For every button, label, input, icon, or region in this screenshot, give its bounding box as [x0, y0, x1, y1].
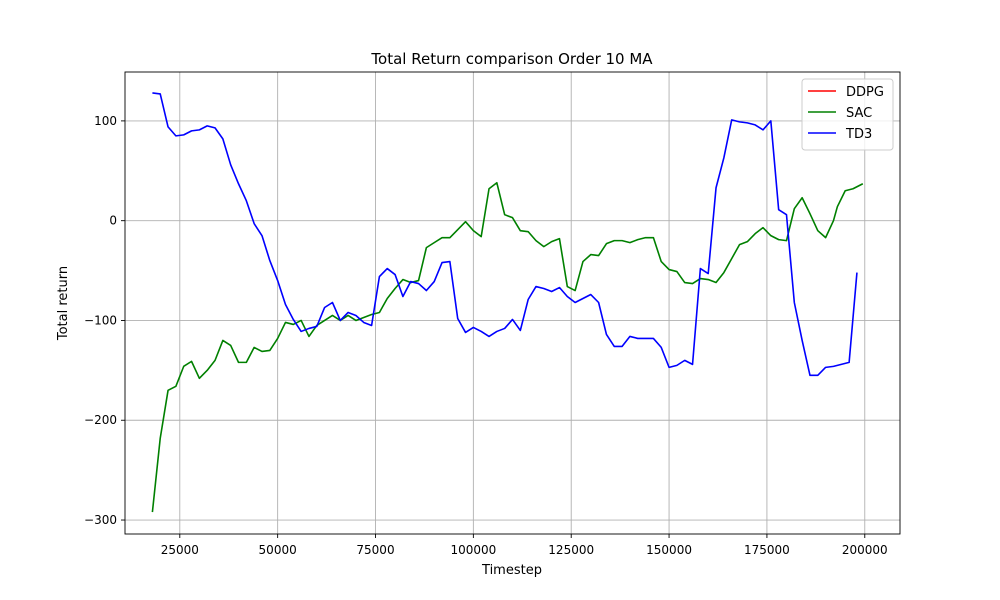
legend-label-ddpg: DDPG [846, 85, 884, 100]
y-axis-label: Total return [56, 266, 71, 341]
x-tick-label: 125000 [548, 543, 594, 557]
x-tick-label: 200000 [842, 543, 888, 557]
x-axis-label: Timestep [481, 563, 542, 578]
y-tick-label: 0 [109, 214, 117, 228]
y-tick-label: −200 [84, 413, 117, 427]
series-line-td3 [152, 92, 858, 377]
y-tick-label: −100 [84, 313, 117, 327]
x-tick-label: 25000 [161, 543, 199, 557]
x-tick-label: 50000 [259, 543, 297, 557]
grid-lines [125, 72, 900, 534]
x-tick-label: 75000 [356, 543, 394, 557]
y-tick-label: −300 [84, 513, 117, 527]
legend-label-td3: TD3 [845, 127, 872, 142]
x-tick-label: 100000 [450, 543, 496, 557]
x-axis: 25000 50000 75000 100000 125000 150000 175000 2… [161, 534, 888, 557]
chart-title: Total Return comparison Order 10 MA [370, 50, 653, 68]
y-axis: −300 −200 −100 0 100 [84, 114, 125, 527]
legend: DDPG SAC TD3 [801, 78, 894, 151]
legend-label-sac: SAC [846, 106, 872, 121]
plot-frame [124, 71, 901, 535]
x-tick-label: 150000 [646, 543, 692, 557]
x-tick-label: 175000 [744, 543, 790, 557]
y-tick-label: 100 [94, 114, 117, 128]
series-layer [151, 92, 864, 513]
series-line-sac [151, 181, 864, 513]
